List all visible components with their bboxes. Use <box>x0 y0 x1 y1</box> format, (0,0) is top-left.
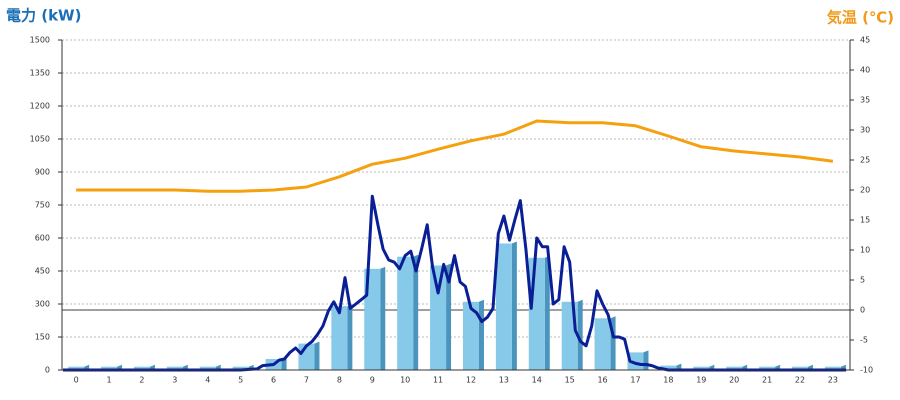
bar <box>759 366 776 370</box>
bar <box>166 366 183 370</box>
x-tick-label: 16 <box>597 376 607 385</box>
bar <box>660 365 677 370</box>
bar-side <box>380 266 386 370</box>
y-tick-label: 300 <box>35 300 50 309</box>
y-tick-label: 900 <box>35 168 50 177</box>
x-tick-label: 14 <box>532 376 542 385</box>
y-tick-label: 1500 <box>30 36 50 45</box>
x-tick-label: 13 <box>499 376 509 385</box>
y2-tick-label: 25 <box>860 156 870 165</box>
y-tick-label: 1200 <box>30 102 50 111</box>
bar <box>364 268 381 370</box>
y2-tick-label: 45 <box>860 36 870 45</box>
y-tick-label: 600 <box>35 234 50 243</box>
x-tick-label: 20 <box>729 376 739 385</box>
bar-side <box>347 304 353 370</box>
bar-side <box>676 363 682 370</box>
line <box>76 119 834 193</box>
bar-side <box>413 254 419 370</box>
bar-side <box>446 263 452 370</box>
bar <box>101 366 118 370</box>
y-tick-label: 1050 <box>30 135 50 144</box>
x-tick-label: 19 <box>696 376 706 385</box>
bar <box>693 366 710 370</box>
bar <box>528 257 545 370</box>
x-tick-label: 12 <box>466 376 476 385</box>
bar <box>726 366 743 370</box>
bar <box>430 265 447 370</box>
x-tick-label: 7 <box>304 376 309 385</box>
x-tick-label: 18 <box>663 376 673 385</box>
x-tick-label: 10 <box>400 376 410 385</box>
y2-tick-label: 5 <box>860 276 865 285</box>
x-tick-label: 23 <box>828 376 838 385</box>
bar <box>495 243 512 370</box>
x-tick-label: 22 <box>795 376 805 385</box>
bar-side <box>577 299 583 370</box>
y-tick-label: 150 <box>35 333 50 342</box>
bar-side <box>544 255 550 370</box>
bar <box>397 256 414 370</box>
x-tick-label: 8 <box>337 376 342 385</box>
x-tick-label: 9 <box>370 376 375 385</box>
bar <box>824 366 841 370</box>
y2-tick-label: 10 <box>860 246 870 255</box>
bar <box>133 366 150 370</box>
y-tick-label: 750 <box>35 201 50 210</box>
y2-tick-label: 15 <box>860 216 870 225</box>
x-tick-label: 17 <box>630 376 640 385</box>
y-tick-label: 0 <box>45 366 50 375</box>
y2-tick-label: -5 <box>860 336 868 345</box>
y2-tick-label: 20 <box>860 186 870 195</box>
bar-side <box>511 241 517 370</box>
y2-title: 気温 (℃) <box>827 9 894 27</box>
y2-tick-label: 35 <box>860 96 870 105</box>
bar <box>68 366 85 370</box>
bar <box>331 306 348 370</box>
bar <box>199 366 216 370</box>
x-tick-label: 2 <box>139 376 144 385</box>
bar-side <box>643 350 649 370</box>
bar <box>594 318 611 370</box>
y2-tick-label: 0 <box>860 306 865 315</box>
x-tick-label: 5 <box>238 376 243 385</box>
chart-title: 電力 (kW) <box>6 7 81 25</box>
x-tick-label: 3 <box>172 376 177 385</box>
x-tick-label: 21 <box>762 376 772 385</box>
x-tick-label: 15 <box>565 376 575 385</box>
y2-tick-label: -10 <box>860 366 873 375</box>
bar-side <box>314 341 320 370</box>
x-tick-label: 6 <box>271 376 276 385</box>
x-tick-label: 4 <box>205 376 210 385</box>
x-tick-label: 11 <box>433 376 443 385</box>
line <box>63 194 847 372</box>
x-tick-label: 0 <box>74 376 79 385</box>
y-tick-label: 1350 <box>30 69 50 78</box>
y2-tick-label: 40 <box>860 66 870 75</box>
y-tick-label: 450 <box>35 267 50 276</box>
bar-side <box>478 299 484 370</box>
y2-tick-label: 30 <box>860 126 870 135</box>
bar <box>232 366 249 370</box>
x-tick-label: 1 <box>107 376 112 385</box>
bar <box>462 301 479 370</box>
bar <box>791 366 808 370</box>
